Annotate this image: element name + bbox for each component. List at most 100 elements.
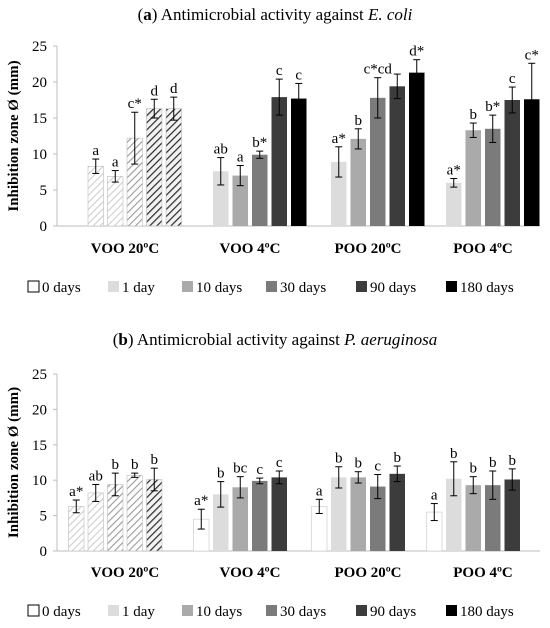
bar-1-day bbox=[87, 165, 104, 227]
panel-label: b bbox=[118, 330, 127, 349]
significance-label: a bbox=[431, 488, 438, 504]
significance-label: a bbox=[237, 150, 244, 166]
bar-1-day bbox=[213, 494, 229, 551]
significance-label: b bbox=[489, 455, 497, 471]
x-tick-label: VOO 20ºC bbox=[91, 565, 159, 581]
significance-label: a bbox=[92, 143, 99, 159]
legend-swatch bbox=[27, 280, 40, 293]
significance-label: b bbox=[151, 452, 159, 468]
y-tick-label: 10 bbox=[32, 147, 47, 163]
bar-30-days bbox=[370, 486, 386, 551]
bar-30-days bbox=[370, 97, 386, 226]
legend-label: 30 days bbox=[280, 604, 326, 620]
significance-label: b bbox=[394, 450, 402, 466]
bar-1-day bbox=[213, 171, 229, 226]
bar-1-day bbox=[331, 477, 347, 551]
significance-label: a bbox=[316, 483, 323, 499]
significance-label: c bbox=[276, 455, 283, 471]
bar-180-days bbox=[524, 99, 540, 226]
y-tick-label: 5 bbox=[40, 509, 48, 525]
y-tick-label: 10 bbox=[32, 473, 47, 489]
significance-label: c* bbox=[128, 96, 142, 112]
significance-label: c* bbox=[525, 47, 539, 63]
bar-10-days bbox=[350, 138, 366, 226]
title-organism: E. coli bbox=[367, 5, 413, 24]
y-tick-label: 0 bbox=[40, 544, 48, 560]
y-tick-label: 25 bbox=[32, 39, 47, 55]
x-tick-label: POO 4ºC bbox=[453, 241, 513, 257]
significance-label: b bbox=[509, 453, 517, 469]
x-tick-label: VOO 4ºC bbox=[220, 241, 281, 257]
y-tick-label: 5 bbox=[40, 183, 48, 199]
legend-label: 0 days bbox=[42, 604, 81, 620]
bar-90-days bbox=[389, 473, 405, 551]
y-axis-label: Inhibition zone Ø (mm) bbox=[6, 60, 22, 211]
legend-label: 0 days bbox=[42, 280, 81, 296]
y-tick-label: 15 bbox=[32, 111, 47, 127]
legend-label: 90 days bbox=[370, 280, 416, 296]
legend-label: 1 day bbox=[122, 280, 155, 296]
chart-panel-b: (b) Antimicrobial activity against P. ae… bbox=[6, 330, 540, 620]
significance-label: c bbox=[276, 63, 283, 79]
significance-label: b bbox=[335, 451, 343, 467]
bar-1-day bbox=[331, 161, 347, 226]
bar-180-days bbox=[291, 98, 307, 226]
significance-label: a* bbox=[332, 131, 346, 147]
legend-label: 1 day bbox=[122, 604, 155, 620]
bar-10-days bbox=[107, 176, 124, 227]
bar-30-days bbox=[252, 154, 268, 226]
legend-swatch bbox=[266, 605, 277, 616]
legend-label: 30 days bbox=[280, 280, 326, 296]
x-tick-label: POO 20ºC bbox=[334, 565, 401, 581]
significance-label: ab bbox=[89, 468, 103, 484]
legend-label: 180 days bbox=[460, 280, 514, 296]
bar-10-days bbox=[350, 477, 366, 551]
legend-label: 10 days bbox=[196, 280, 242, 296]
significance-label: b bbox=[470, 107, 478, 123]
legend-label: 90 days bbox=[370, 604, 416, 620]
legend-swatch bbox=[446, 605, 457, 616]
title-text: ) Antimicrobial activity against bbox=[128, 330, 344, 349]
legend-swatch bbox=[108, 281, 119, 292]
significance-label: b bbox=[112, 457, 120, 473]
bar-1-day bbox=[446, 478, 462, 551]
significance-label: a bbox=[112, 155, 119, 171]
bar-1-day bbox=[446, 182, 462, 226]
bar-90-days bbox=[271, 97, 287, 227]
significance-label: d bbox=[151, 83, 159, 99]
bar-30-days bbox=[485, 485, 501, 551]
significance-label: c bbox=[509, 71, 516, 87]
bar-90-days bbox=[146, 108, 163, 227]
significance-label: b bbox=[355, 113, 363, 129]
title-organism: P. aeruginosa bbox=[343, 330, 437, 349]
significance-label: c*cd bbox=[364, 62, 393, 78]
legend-label: 180 days bbox=[460, 604, 514, 620]
chart-panel-a: (a) Antimicrobial activity against E. co… bbox=[6, 5, 540, 296]
chart-title: (a) Antimicrobial activity against E. co… bbox=[138, 5, 413, 24]
significance-label: d bbox=[170, 81, 178, 97]
bar-10-days bbox=[232, 487, 248, 551]
bar-30-days bbox=[485, 128, 501, 226]
bar-90-days bbox=[271, 477, 287, 551]
significance-label: b bbox=[355, 456, 363, 472]
significance-label: b* bbox=[485, 99, 500, 115]
chart-title: (b) Antimicrobial activity against P. ae… bbox=[113, 330, 438, 349]
bar-90-days bbox=[504, 479, 520, 551]
panel-label: a bbox=[143, 5, 152, 24]
x-tick-label: POO 4ºC bbox=[453, 565, 513, 581]
bar-180-days bbox=[409, 72, 425, 226]
significance-label: b bbox=[217, 466, 225, 482]
significance-label: bc bbox=[233, 461, 248, 477]
legend-swatch bbox=[182, 605, 193, 616]
significance-label: d* bbox=[409, 44, 424, 60]
x-tick-label: POO 20ºC bbox=[334, 241, 401, 257]
significance-label: a* bbox=[194, 493, 208, 509]
bar-10-days bbox=[232, 175, 248, 226]
significance-label: c bbox=[295, 67, 302, 83]
bar-180-days bbox=[165, 108, 182, 227]
legend-swatch bbox=[266, 281, 277, 292]
y-tick-label: 0 bbox=[40, 219, 48, 235]
significance-label: b bbox=[450, 446, 458, 462]
